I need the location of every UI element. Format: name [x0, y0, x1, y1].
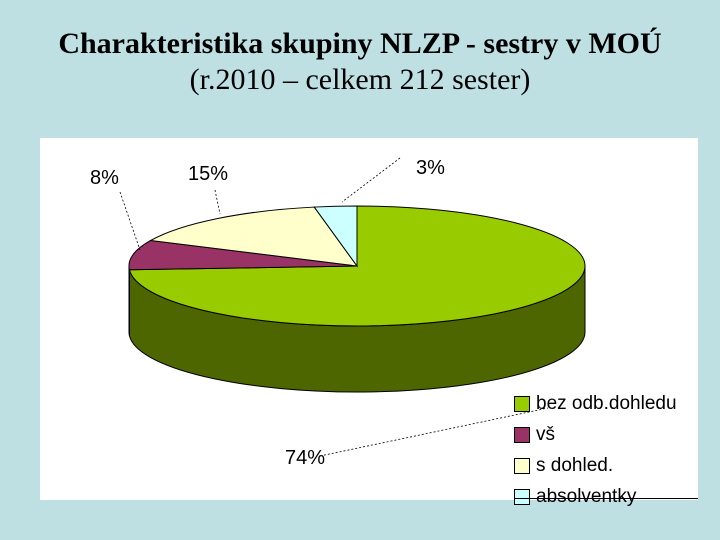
legend-label-s-dohled: s dohled.: [536, 454, 614, 476]
legend-item-absolventky: absolventky: [514, 481, 704, 512]
legend-item-s-dohled: s dohled.: [514, 450, 704, 481]
legend-label-bez-odb-dohledu: bez odb.dohledu: [536, 392, 677, 414]
title-line-2: (r.2010 – celkem 212 sester): [189, 63, 531, 96]
pie-tops: [128, 205, 586, 327]
pie-slice-v: [128, 239, 358, 271]
legend-swatch-absolventky: [514, 488, 530, 505]
chart-title: Charakteristika skupiny NLZP - sestry v …: [0, 26, 720, 98]
pie-chart: 74% 8% 15% 3%: [90, 157, 586, 469]
data-label-absolventky: 3%: [416, 157, 445, 179]
leader-line-v: [119, 191, 141, 251]
legend: bez odb.dohledu vš s dohled. absolventky: [514, 388, 704, 512]
legend-label-absolventky: absolventky: [536, 485, 637, 507]
pie-slice-absolventky: [313, 205, 358, 268]
title-line-1: Charakteristika skupiny NLZP - sestry v …: [58, 27, 662, 60]
leader-line-bez-odb-dohledu: [319, 407, 549, 457]
legend-swatch-bez-odb-dohledu: [514, 395, 530, 412]
legend-item-bez-odb-dohledu: bez odb.dohledu: [514, 388, 704, 419]
chart-panel: 74% 8% 15% 3% bez odb.dohledu vš s dohled. …: [40, 138, 698, 507]
pie-labels: 74% 8% 15% 3%: [90, 157, 549, 469]
leader-line-absolventky: [341, 157, 401, 203]
legend-swatch-s-dohled: [514, 457, 530, 474]
data-label-s-dohled: 15%: [188, 163, 228, 185]
legend-underline: [514, 498, 698, 499]
legend-item-vs: vš: [514, 419, 704, 450]
leader-line-s-dohled: [214, 189, 221, 215]
pie-slice-s-dohled: [149, 206, 359, 267]
data-label-v: 8%: [90, 167, 119, 189]
legend-label-vs: vš: [536, 423, 555, 445]
data-label-bez-odb-dohledu: 74%: [285, 447, 325, 469]
legend-swatch-vs: [514, 426, 530, 443]
